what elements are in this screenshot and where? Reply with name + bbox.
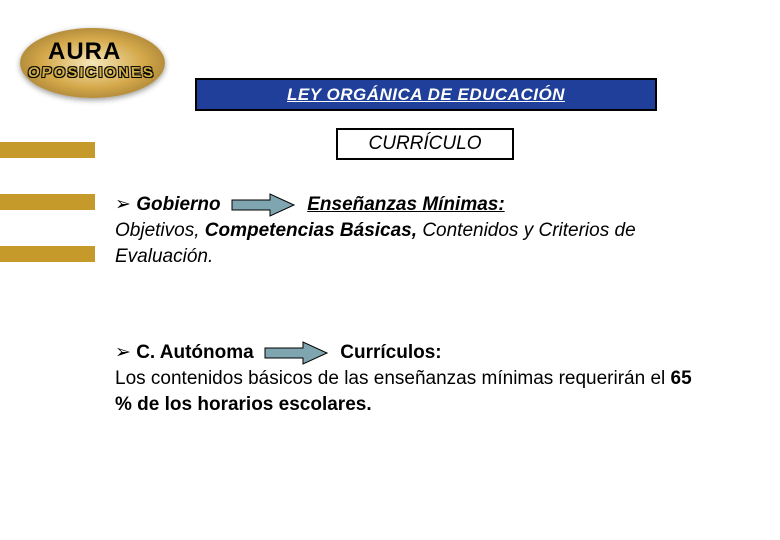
bullet-marker: ➢ (115, 342, 131, 363)
accent-bar (0, 142, 95, 158)
bullet-target: Currículos: (340, 342, 441, 363)
bullet-target: Enseñanzas Mínimas: (307, 194, 504, 215)
bullet-lead: Gobierno (136, 194, 220, 215)
logo: AURA OPOSICIONES (10, 20, 175, 105)
accent-bar (0, 246, 95, 262)
subheader-box: CURRÍCULO (336, 128, 514, 160)
logo-text-oposiciones: OPOSICIONES (27, 64, 156, 81)
body-part: Competencias Básicas, (205, 220, 423, 241)
bullet-marker: ➢ (115, 194, 131, 215)
header-text: LEY ORGÁNICA DE EDUCACIÓN (287, 85, 565, 105)
accent-bar (0, 194, 95, 210)
logo-text-aura: AURA (48, 38, 121, 66)
bullet-block-gobierno: ➢ Gobierno Enseñanzas Mínimas: Objetivos… (115, 192, 710, 269)
bullet-lead: C. Autónoma (136, 342, 254, 363)
body-part: Objetivos, (115, 220, 205, 241)
header-banner: LEY ORGÁNICA DE EDUCACIÓN (195, 78, 657, 111)
bullet-body: Objetivos, Competencias Básicas, Conteni… (115, 218, 710, 269)
bullet-body: Los contenidos básicos de las enseñanzas… (115, 366, 710, 417)
arrow-icon (263, 340, 329, 366)
accent-bars (0, 142, 95, 298)
subheader-text: CURRÍCULO (369, 133, 482, 155)
arrow-icon (230, 192, 296, 218)
bullet-block-autonoma: ➢ C. Autónoma Currículos: Los contenidos… (115, 340, 710, 417)
body-part: Los contenidos básicos de las enseñanzas… (115, 368, 671, 389)
